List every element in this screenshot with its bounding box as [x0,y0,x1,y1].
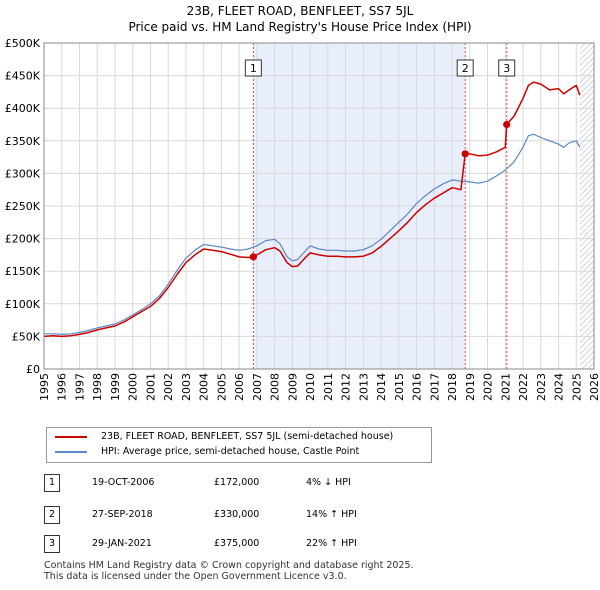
x-tick-label: 2006 [233,373,246,401]
legend-swatch-property [55,435,87,438]
legend-label-property: 23B, FLEET ROAD, BENFLEET, SS7 5JL (semi… [101,431,394,442]
y-tick-label: £350K [5,135,41,148]
x-tick-label: 2001 [144,373,157,401]
y-tick-label: £250K [5,200,41,213]
transaction-date: 29-JAN-2021 [92,538,152,549]
x-tick-label: 2004 [198,373,211,401]
property-series-line [44,81,581,338]
y-tick-label: £100K [5,298,41,311]
sale-badge: 2 [456,59,474,77]
x-tick-label: 2021 [499,373,512,401]
x-tick-label: 2014 [375,373,388,401]
transaction-hpi-diff: 14% ↑ HPI [306,509,357,520]
transaction-date: 19-OCT-2006 [92,477,155,488]
transaction-price: £330,000 [214,509,260,520]
legend-item-property: 23B, FLEET ROAD, BENFLEET, SS7 5JL (semi… [55,430,393,444]
transaction-badge: 2 [44,506,60,524]
x-tick-label: 2012 [340,373,353,401]
sale-badge-label: 2 [462,62,469,75]
sale-point [461,150,469,158]
sale-badge: 1 [244,59,262,77]
transaction-badge: 1 [44,474,60,492]
x-tick-label: 1999 [109,373,122,401]
x-tick-label: 1998 [91,373,104,401]
x-tick-label: 2018 [446,373,459,401]
y-tick-label: £450K [5,70,41,83]
y-tick-label: £300K [5,167,41,180]
y-tick-label: £400K [5,102,41,115]
hpi-series-line [44,133,581,335]
chart-title: 23B, FLEET ROAD, BENFLEET, SS7 5JL Price… [0,3,600,35]
y-tick-label: £500K [5,37,41,50]
sale-badge-label: 3 [503,62,510,75]
x-tick-label: 1996 [56,373,69,401]
transaction-price: £172,000 [214,477,260,488]
x-tick-label: 2009 [286,373,299,401]
price-chart: 1 2 3 £0 £50K £100K £150K £200K £250K £300K £350K… [5,37,600,401]
y-axis-labels: £0 £50K £100K £150K £200K £250K £300K £350K £400… [5,37,41,376]
x-tick-label: 2003 [180,373,193,401]
legend-swatch-hpi [55,450,87,453]
legend-item-hpi: HPI: Average price, semi-detached house,… [55,445,359,459]
x-tick-label: 2026 [588,373,600,401]
transaction-price: £375,000 [214,538,260,549]
footer-line1: Contains HM Land Registry data © Crown c… [44,560,414,571]
transaction-hpi-diff: 22% ↑ HPI [306,538,357,549]
sale-badge-box [498,59,516,77]
x-tick-label: 2010 [304,373,317,401]
y-tick-label: £200K [5,233,41,246]
x-tick-label: 2000 [127,373,140,401]
sale-badges: 1 2 3 [244,59,516,77]
y-tick-label: £0 [26,363,40,376]
sale-points [249,120,511,261]
y-tick-label: £50K [12,330,41,343]
plot-frame [43,42,595,370]
sale-badge: 3 [498,59,516,77]
sale-badge-box [244,59,262,77]
x-tick-label: 2017 [428,373,441,401]
x-tick-label: 2024 [553,373,566,401]
x-tick-label: 2005 [215,373,228,401]
x-tick-label: 2020 [482,373,495,401]
x-tick-label: 2013 [357,373,370,401]
y-tick-label: £150K [5,265,41,278]
x-tick-label: 2023 [535,373,548,401]
legend: 23B, FLEET ROAD, BENFLEET, SS7 5JL (semi… [46,427,432,463]
x-tick-label: 2016 [411,373,424,401]
x-tick-label: 2002 [162,373,175,401]
x-tick-label: 2011 [322,373,335,401]
transaction-date: 27-SEP-2018 [92,509,153,520]
legend-label-hpi: HPI: Average price, semi-detached house,… [101,446,360,457]
sale-point [503,120,511,129]
sale-badge-box [456,59,474,77]
sale-badge-label: 1 [250,62,257,75]
x-tick-label: 1995 [38,373,51,401]
x-tick-label: 2019 [464,373,477,401]
sale-point [249,253,257,261]
chart-title-line1: 23B, FLEET ROAD, BENFLEET, SS7 5JL [186,4,414,18]
x-tick-label: 2007 [251,373,264,401]
footer-line2: This data is licensed under the Open Gov… [44,571,347,582]
x-tick-label: 2025 [570,373,583,401]
chart-title-line2: Price paid vs. HM Land Registry's House … [128,20,472,34]
x-tick-label: 2008 [269,373,282,401]
x-axis-labels: 1995 1996 1997 1998 1999 2000 2001 2002 2003 2004… [38,373,600,401]
footer-attribution: Contains HM Land Registry data © Crown c… [44,560,414,582]
transaction-hpi-diff: 4% ↓ HPI [306,477,351,488]
transaction-badge: 3 [44,535,60,553]
x-tick-label: 2015 [393,373,406,401]
x-tick-label: 2022 [517,373,530,401]
x-tick-label: 1997 [73,373,86,401]
